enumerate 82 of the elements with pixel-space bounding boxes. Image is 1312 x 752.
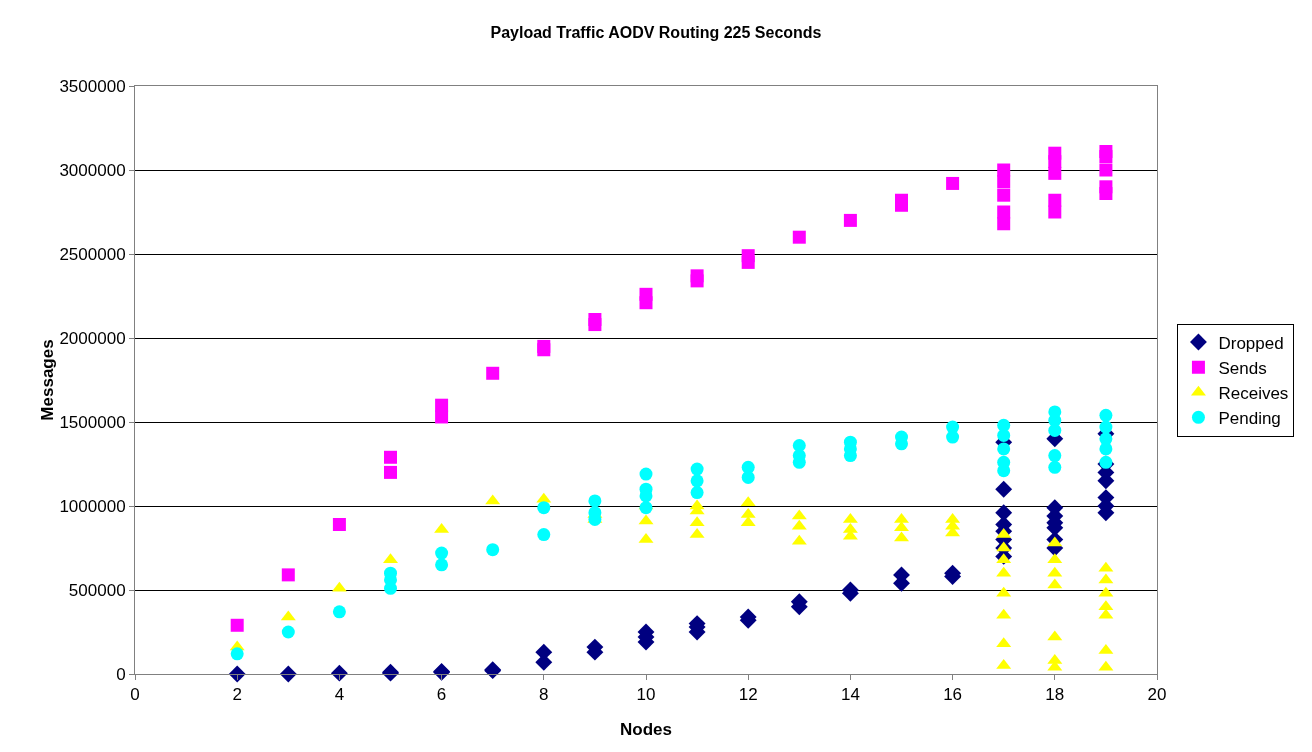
point [690,486,704,500]
x-tick-label: 16 [943,685,963,705]
point [843,213,857,227]
x-tick-label: 10 [636,685,656,705]
legend-label: Dropped [1218,333,1284,353]
y-tick-label: 3000000 [59,160,126,180]
point [281,625,295,639]
point [741,460,755,474]
point [639,501,653,515]
x-tick-label: 2 [232,685,242,705]
point [995,480,1013,498]
point [1099,145,1113,159]
x-tick-label: 14 [840,685,860,705]
point [230,618,244,632]
legend-label: Sends [1218,358,1267,378]
x-tick-label: 0 [130,685,140,705]
point [997,188,1011,202]
y-tick-label: 3500000 [59,76,126,96]
y-axis-title: Messages [38,339,58,421]
point [690,269,704,283]
point [997,442,1011,456]
y-tick-label: 2500000 [59,244,126,264]
x-tick-label: 6 [436,685,447,705]
point [792,439,806,453]
x-tick-label: 20 [1147,685,1167,705]
point [1099,180,1113,194]
y-tick-label: 0 [116,664,126,684]
point [330,664,348,682]
point [384,465,397,479]
point [997,418,1011,432]
x-tick-label: 8 [539,685,549,705]
point [435,558,449,572]
point [997,455,1011,469]
point [1048,193,1062,207]
legend-label: Pending [1218,408,1281,428]
point [588,313,602,327]
point [1048,460,1062,474]
y-tick-label: 1000000 [59,496,126,516]
y-tick-label: 2000000 [59,328,126,348]
point [690,462,704,476]
point [1099,432,1113,446]
point [435,398,449,412]
point [332,517,346,531]
point [1099,408,1113,422]
x-axis-title: Nodes [620,720,672,739]
point [230,647,244,661]
point [1099,455,1113,469]
point [228,665,246,683]
point [435,546,449,560]
point [1048,146,1062,160]
point [639,287,653,301]
x-tick-label: 18 [1045,685,1065,705]
legend-label: Receives [1218,383,1289,403]
point [588,494,602,508]
x-tick-label: 4 [334,685,345,705]
point [1099,163,1113,177]
point [997,205,1011,219]
y-tick-label: 500000 [68,580,126,600]
point [690,474,704,488]
point [537,501,551,515]
chart-title: Payload Traffic AODV Routing 225 Seconds [490,23,822,41]
y-tick-label: 1500000 [59,412,126,432]
point [997,163,1011,177]
point [1048,205,1062,219]
point [1048,166,1062,180]
point [384,450,397,464]
point [537,339,551,353]
point [639,467,653,481]
point [1099,420,1113,434]
point [486,543,500,557]
point [1048,405,1062,419]
point [792,230,806,244]
x-tick-label: 12 [738,685,758,705]
point [741,249,755,263]
point [946,420,960,434]
point [537,528,551,542]
point [332,605,346,619]
point [946,176,960,190]
point [486,366,500,380]
point [279,665,297,683]
point [1048,449,1062,463]
point [281,568,295,582]
